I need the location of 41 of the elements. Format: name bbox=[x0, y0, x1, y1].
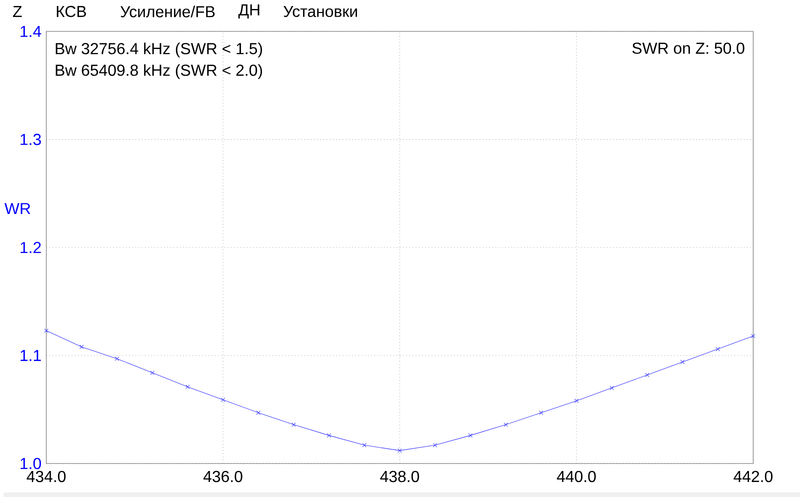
point bbox=[468, 433, 473, 438]
annotation: Bw 65409.8 kHz (SWR < 2.0) bbox=[56, 64, 262, 79]
annotation: SWR on Z: 50.0 bbox=[632, 42, 744, 54]
point bbox=[574, 398, 579, 403]
point bbox=[292, 422, 296, 427]
point bbox=[504, 422, 508, 427]
text: Усиление/FB bbox=[120, 5, 215, 18]
x-tick-label: 438.0 bbox=[380, 470, 420, 482]
annotation: Bw 32756.4 kHz (SWR < 1.5) bbox=[56, 42, 262, 58]
point bbox=[432, 442, 438, 448]
point bbox=[220, 397, 226, 402]
y-tick-label: 1.0 bbox=[20, 458, 41, 469]
text: Z bbox=[13, 6, 22, 17]
point bbox=[716, 346, 720, 351]
text: КСВ bbox=[56, 6, 86, 17]
x-tick-label: 440.0 bbox=[556, 470, 596, 482]
y-axis-title: WR bbox=[4, 202, 30, 214]
point bbox=[362, 442, 367, 448]
line-series bbox=[44, 328, 756, 453]
x-tick-label: 436.0 bbox=[203, 470, 242, 482]
text: ДН bbox=[238, 4, 260, 18]
point bbox=[186, 384, 190, 389]
point bbox=[751, 334, 756, 338]
point bbox=[645, 372, 650, 377]
point bbox=[326, 433, 332, 438]
y-tick-label: 1.3 bbox=[20, 134, 41, 145]
point bbox=[610, 386, 614, 390]
y-tick-label: 1.4 bbox=[20, 26, 42, 37]
point bbox=[150, 370, 154, 375]
y-tick-label: 1.2 bbox=[20, 242, 41, 253]
x-tick-label: 442.0 bbox=[734, 470, 773, 482]
y-tick-label: 1.1 bbox=[20, 350, 41, 361]
point bbox=[79, 344, 84, 349]
point bbox=[398, 448, 402, 453]
point bbox=[44, 328, 48, 333]
point bbox=[256, 410, 260, 415]
point bbox=[538, 410, 544, 415]
point bbox=[680, 360, 685, 364]
x-tick-label: 434.0 bbox=[26, 470, 66, 482]
point bbox=[114, 356, 120, 361]
text: Установки bbox=[284, 6, 357, 17]
